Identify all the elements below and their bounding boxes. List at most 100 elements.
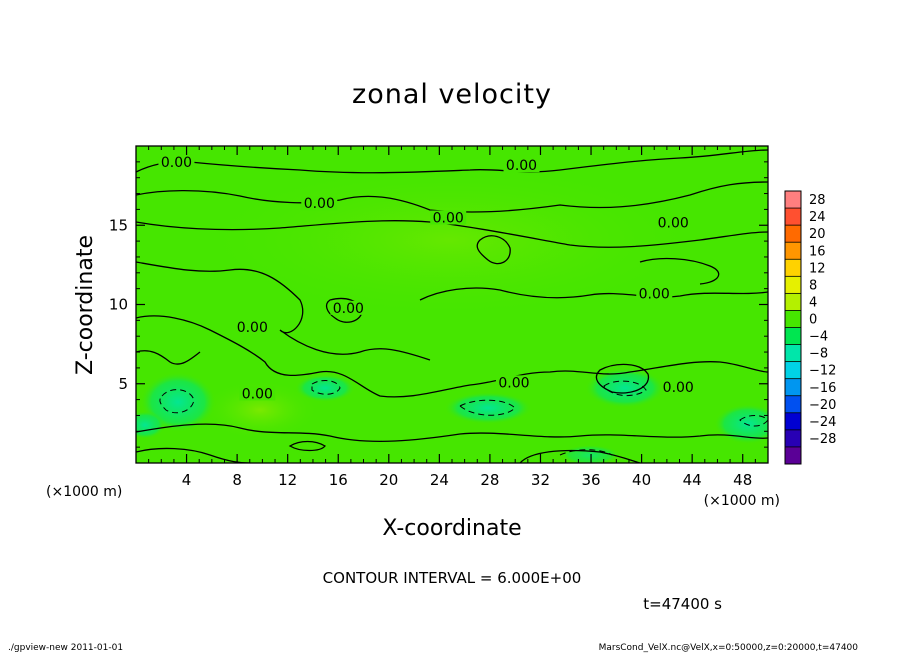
x-tick-label: 16 (329, 471, 348, 489)
x-tick-label: 24 (430, 471, 449, 489)
x-tick-label: 4 (182, 471, 192, 489)
colorbar-swatch (785, 395, 801, 414)
contour-line (136, 423, 768, 442)
x-axis-title: X-coordinate (382, 516, 521, 541)
contour-line (325, 297, 363, 323)
contour-label-bg (495, 375, 532, 390)
contour-label: 0.00 (242, 386, 273, 402)
colorbar-label: −28 (809, 432, 836, 447)
colorbar-swatch (785, 344, 801, 363)
contour-label: 0.00 (658, 215, 689, 231)
contour-label: 0.00 (333, 301, 364, 317)
colorbar-swatch (785, 191, 801, 209)
contour-line (595, 363, 649, 394)
colorbar: 28 24 20 16 12 8 4 0 −4 −8 −12 −16 −20 −24 −28 (784, 190, 836, 465)
negative-contour (603, 380, 647, 396)
negative-region (444, 392, 532, 424)
contour-line (136, 261, 431, 361)
contour-label-bg (430, 210, 467, 225)
colorbar-swatch (785, 446, 801, 465)
colorbar-label: 20 (809, 227, 826, 242)
contour-line (476, 235, 511, 265)
chart-title: zonal velocity (352, 79, 552, 110)
colorbar-swatch (785, 310, 801, 328)
negative-region (136, 411, 165, 439)
x-tick-label: 48 (733, 471, 752, 489)
x-tick-label: 28 (480, 471, 499, 489)
contour-line (639, 257, 720, 285)
positive-region (190, 160, 710, 320)
colorbar-swatch (785, 276, 801, 294)
negative-region (714, 404, 768, 444)
contour-label-bg (158, 155, 195, 170)
colorbar-swatch (785, 293, 801, 311)
contour-label-bg (503, 158, 540, 173)
contour-line (136, 220, 768, 248)
negative-region (585, 368, 665, 408)
colorbar-label: −8 (809, 347, 828, 362)
contour-label-bg (234, 319, 271, 334)
footer-left: ./gpview-new 2011-01-01 (8, 643, 123, 653)
negative-contour (559, 449, 613, 456)
colorbar-label: −4 (809, 330, 828, 345)
colorbar-label: 0 (809, 313, 817, 328)
colorbar-label: 4 (809, 295, 817, 310)
x-tick-label: 32 (531, 471, 550, 489)
contour-line (519, 449, 641, 463)
colorbar-swatch (785, 225, 801, 243)
negative-contour-lines (159, 380, 768, 456)
contour-line (136, 350, 201, 365)
time-text: t=47400 s (643, 595, 722, 613)
colorbar-swatch (785, 242, 801, 260)
colorbar-swatch (785, 429, 801, 448)
contour-label: 0.00 (161, 155, 192, 171)
x-tick-label: 40 (632, 471, 651, 489)
contour-lines (136, 149, 768, 463)
contour-label: 0.00 (433, 210, 464, 226)
contour-label-bg (301, 196, 338, 211)
contour-label-bg (239, 386, 276, 401)
y-axis-title: Z-coordinate (73, 235, 98, 375)
contour-label-bg (660, 380, 697, 395)
contour-label: 0.00 (639, 287, 670, 303)
contour-line (419, 287, 768, 301)
y-unit-label: (×1000 m) (46, 484, 122, 500)
colorbar-swatch (785, 412, 801, 431)
colorbar-label: 28 (809, 193, 826, 208)
y-tick-label: 15 (109, 216, 128, 234)
contour-label: 0.00 (304, 196, 335, 212)
colorbar-label: −20 (809, 398, 836, 413)
colorbar-label: 24 (809, 210, 826, 225)
y-tick-label: 10 (109, 296, 128, 314)
colorbar-swatch (785, 208, 801, 226)
colorbar-label: −12 (809, 364, 836, 379)
footer-right: MarsCond_VelX.nc@VelX,x=0:50000,z=0:2000… (599, 643, 859, 653)
contour-label: 0.00 (237, 320, 268, 336)
negative-region (560, 445, 620, 463)
x-tick-label: 36 (581, 471, 600, 489)
x-unit-label: (×1000 m) (704, 493, 780, 509)
negative-contour (311, 380, 341, 395)
positive-region (200, 380, 320, 440)
contour-interval-text: CONTOUR INTERVAL = 6.000E+00 (323, 569, 582, 587)
contour-label: 0.00 (506, 158, 537, 174)
contour-label-bg (636, 286, 673, 301)
negative-contour (159, 389, 195, 414)
negative-contour (739, 415, 768, 427)
contour-labels: 0.00 0.00 0.00 0.00 0.00 0.00 0.00 0.00 0.00 0.00… (158, 155, 697, 402)
contour-label: 0.00 (498, 375, 529, 391)
contour-line (136, 315, 768, 398)
contour-line (288, 440, 326, 452)
colorbar-label: 16 (809, 244, 826, 259)
colorbar-label: −16 (809, 381, 836, 396)
x-tick-label: 12 (278, 471, 297, 489)
contour-label: 0.00 (663, 380, 694, 396)
colorbar-swatch (785, 259, 801, 277)
x-tick-label: 8 (232, 471, 242, 489)
y-tick-label: 5 (118, 375, 128, 393)
contour-label-bg (330, 300, 367, 315)
contour-line (136, 149, 768, 174)
x-tick-label: 20 (379, 471, 398, 489)
